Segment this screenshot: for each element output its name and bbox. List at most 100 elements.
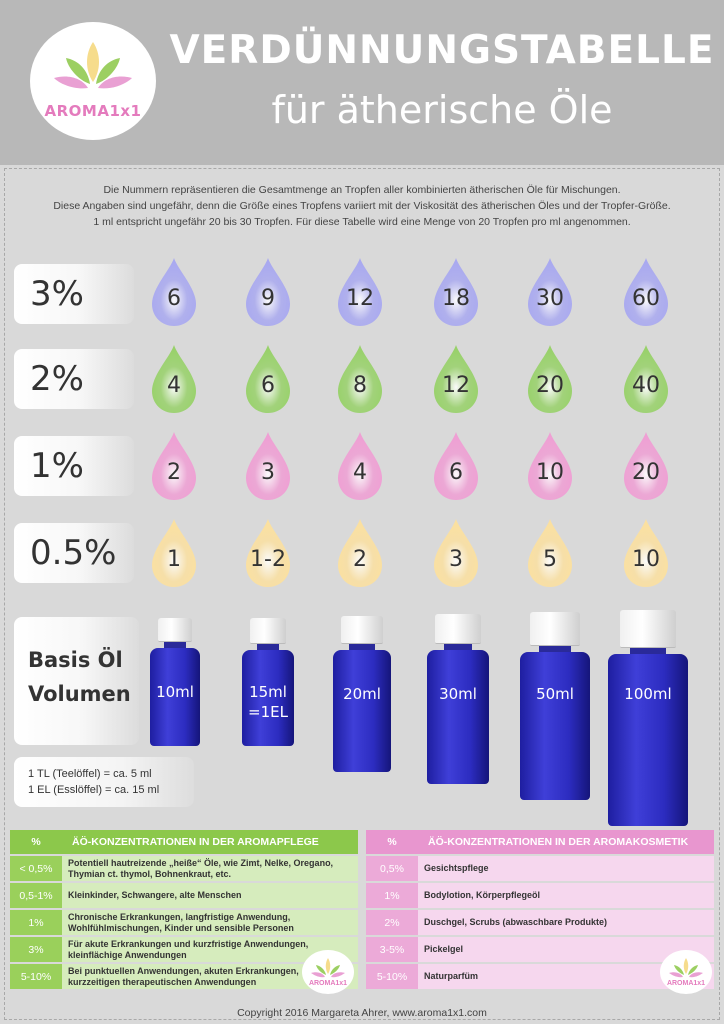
row-description-line: Chronische Erkrankungen, langfristige An… — [68, 911, 291, 922]
row-percent: 0,5% — [366, 856, 418, 881]
row-percent: 3% — [10, 937, 62, 962]
drop-count: 6 — [167, 286, 181, 311]
row-percent: 2% — [366, 910, 418, 935]
drop-icon — [338, 432, 382, 500]
page-title: VERDÜNNUNGSTABELLE — [169, 28, 715, 73]
drop-1-3: 12 — [430, 343, 482, 415]
drop-2-2: 4 — [334, 430, 386, 502]
row-percent: < 0,5% — [10, 856, 62, 881]
basis-oil-label: Basis Öl — [28, 648, 123, 672]
bottle-label: 10ml — [156, 683, 194, 701]
drop-1-4: 20 — [524, 343, 576, 415]
drop-0-1: 9 — [242, 256, 294, 328]
basis-oil-card: Basis Öl Volumen — [14, 617, 139, 745]
row-label-3-percent: 3% — [14, 264, 134, 324]
drop-icon — [338, 519, 382, 587]
table-row: 1% Chronische Erkrankungen, langfristige … — [10, 910, 358, 935]
table-row: 0,5-1% Kleinkinder, Schwangere, alte Mens… — [10, 883, 358, 908]
row-percent: 5-10% — [366, 964, 418, 989]
spoon-conversion-card: 1 TL (Teelöffel) = ca. 5 ml 1 EL (Esslöf… — [14, 757, 194, 807]
basis-volume-label: Volumen — [28, 682, 131, 706]
bottle-label: 30ml — [439, 685, 477, 703]
aromakosmetik-table: % ÄÖ-KONZENTRATIONEN IN DER AROMAKOSMETI… — [366, 828, 714, 991]
lotus-flower-icon — [669, 958, 703, 978]
drop-icon — [624, 258, 668, 326]
row-percent: 1% — [366, 883, 418, 908]
drop-count: 6 — [261, 373, 275, 398]
drop-icon — [338, 258, 382, 326]
drop-icon — [434, 258, 478, 326]
row-description-line: Wohlfühlmischungen, Kinder und sensible … — [68, 922, 294, 933]
row-label-2-percent: 2% — [14, 349, 134, 409]
aromapflege-table: % ÄÖ-KONZENTRATIONEN IN DER AROMAPFLEGE … — [10, 828, 358, 991]
drop-count: 4 — [353, 460, 367, 485]
row-description-line: kleinflächige Anwendungen — [68, 949, 187, 960]
row-description-line: Thymian ct. thymol, Bohnenkraut, etc. — [68, 868, 232, 879]
row-description-line: kurzzeitigen therapeutischen Anwendungen — [68, 976, 257, 987]
drop-count: 18 — [442, 286, 470, 311]
aroma1x1-mini-logo: AROMA1x1 — [660, 950, 712, 994]
drop-count: 1 — [167, 547, 181, 572]
row-description: Potentiell hautreizende „heiße“ Öle, wie… — [62, 856, 358, 881]
bottle-15ml: 15ml =1EL — [242, 618, 294, 746]
drop-icon — [152, 258, 196, 326]
page-subtitle: für ätherische Öle — [271, 88, 613, 132]
row-description: Duschgel, Scrubs (abwaschbare Produkte) — [418, 910, 714, 935]
drop-count: 5 — [543, 547, 557, 572]
drop-count: 3 — [261, 460, 275, 485]
drop-icon — [246, 258, 290, 326]
drop-icon — [338, 345, 382, 413]
mini-logo-text: AROMA1x1 — [666, 980, 706, 987]
drop-2-4: 10 — [524, 430, 576, 502]
intro-line: Die Nummern repräsentieren die Gesamtmen… — [103, 184, 621, 196]
table-row: 0,5% Gesichtspflege — [366, 856, 714, 881]
drop-2-1: 3 — [242, 430, 294, 502]
bottle-100ml: 100ml — [608, 610, 688, 826]
row-description: Chronische Erkrankungen, langfristige An… — [62, 910, 358, 935]
drop-count: 9 — [261, 286, 275, 311]
table-header-percent: % — [366, 830, 418, 854]
drop-icon — [246, 519, 290, 587]
drop-icon — [434, 432, 478, 500]
drop-icon — [152, 345, 196, 413]
table-row: 1% Bodylotion, Körperpflegeöl — [366, 883, 714, 908]
drop-icon — [624, 432, 668, 500]
row-percent: 1% — [10, 910, 62, 935]
row-percent: 3-5% — [366, 937, 418, 962]
intro-line: Diese Angaben sind ungefähr, denn die Gr… — [53, 200, 671, 212]
drop-3-5: 10 — [620, 517, 672, 589]
row-description-line: Potentiell hautreizende „heiße“ Öle, wie… — [68, 857, 334, 868]
drop-icon — [152, 519, 196, 587]
drop-icon — [528, 432, 572, 500]
drop-count: 3 — [449, 547, 463, 572]
table-row: < 0,5% Potentiell hautreizende „heiße“ Öl… — [10, 856, 358, 881]
row-label-0-5-percent: 0.5% — [14, 523, 134, 583]
drop-count: 6 — [449, 460, 463, 485]
drop-count: 10 — [536, 460, 564, 485]
drop-3-3: 3 — [430, 517, 482, 589]
teaspoon-conversion: 1 TL (Teelöffel) = ca. 5 ml — [28, 768, 152, 780]
drop-icon — [434, 345, 478, 413]
row-percent: 0,5-1% — [10, 883, 62, 908]
drop-2-0: 2 — [148, 430, 200, 502]
drop-3-4: 5 — [524, 517, 576, 589]
drop-1-1: 6 — [242, 343, 294, 415]
drop-icon — [528, 519, 572, 587]
bottle-10ml: 10ml — [150, 618, 200, 746]
drop-0-2: 12 — [334, 256, 386, 328]
drop-count: 40 — [632, 373, 660, 398]
drop-count: 2 — [353, 547, 367, 572]
aroma1x1-mini-logo: AROMA1x1 — [302, 950, 354, 994]
drop-count: 20 — [536, 373, 564, 398]
drop-2-5: 20 — [620, 430, 672, 502]
drop-icon — [528, 258, 572, 326]
drop-3-2: 2 — [334, 517, 386, 589]
table-header-title: ÄÖ-KONZENTRATIONEN IN DER AROMAPFLEGE — [62, 830, 358, 854]
row-description-line: Für akute Erkrankungen und kurzfristige … — [68, 938, 309, 949]
intro-text: Die Nummern repräsentieren die Gesamtmen… — [40, 182, 684, 230]
row-description-line: Kleinkinder, Schwangere, alte Menschen — [68, 890, 242, 900]
drop-0-3: 18 — [430, 256, 482, 328]
tablespoon-conversion: 1 EL (Esslöffel) = ca. 15 ml — [28, 784, 160, 796]
drop-count: 12 — [346, 286, 374, 311]
row-description: Kleinkinder, Schwangere, alte Menschen — [62, 883, 358, 908]
